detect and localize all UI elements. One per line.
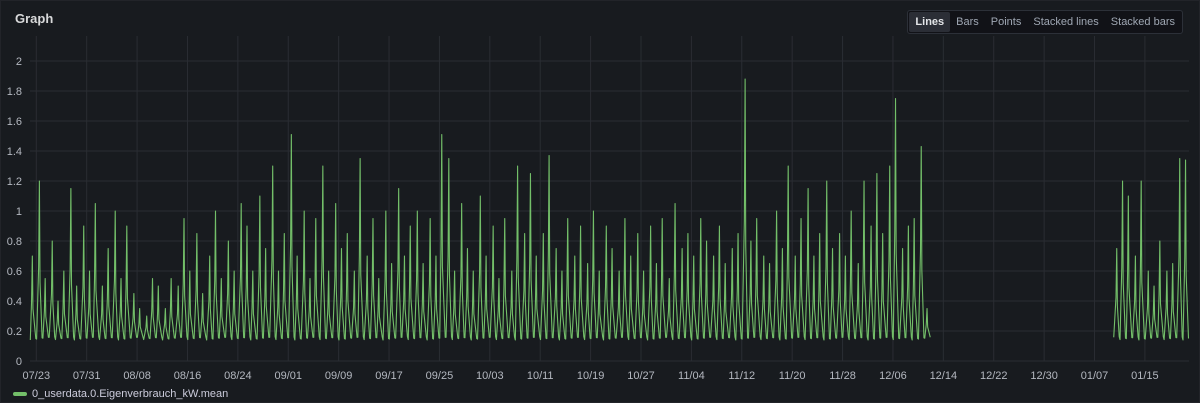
x-tick-label: 09/01 (274, 370, 302, 381)
line-chart: 0 0.2 0.4 0.6 0.8 1 1.2 1.4 1.6 1.8 2 07/23 07/31 08… (7, 36, 1190, 381)
x-tick-label: 01/07 (1081, 370, 1109, 381)
x-tick-label: 12/06 (879, 370, 907, 381)
view-mode-selector: Lines Bars Points Stacked lines Stacked … (907, 10, 1183, 34)
x-tick-label: 10/11 (527, 370, 554, 381)
x-gridlines (35, 36, 1146, 361)
series-line-segment-2 (1113, 157, 1190, 341)
legend-label: 0_userdata.0.Eigenverbrauch_kW.mean (32, 388, 229, 400)
x-tick-label: 12/14 (930, 370, 958, 381)
y-tick-label: 0.8 (7, 236, 22, 248)
view-mode-stacked-lines[interactable]: Stacked lines (1033, 16, 1099, 28)
y-tick-label: 0.4 (7, 296, 22, 308)
view-mode-stacked-bars[interactable]: Stacked bars (1110, 16, 1175, 28)
x-tick-label: 01/15 (1131, 370, 1159, 381)
x-tick-label: 08/08 (123, 370, 151, 381)
y-tick-label: 1.8 (7, 86, 22, 98)
x-tick-label: 09/17 (375, 370, 403, 381)
x-tick-label: 12/22 (980, 370, 1008, 381)
x-tick-label: 07/31 (73, 370, 101, 381)
x-tick-label: 10/27 (627, 370, 655, 381)
x-tick-label: 08/16 (174, 370, 202, 381)
panel-title: Graph (15, 11, 54, 26)
y-tick-label: 0.6 (7, 266, 22, 278)
view-mode-lines[interactable]: Lines (909, 12, 951, 32)
x-tick-label: 10/03 (476, 370, 504, 381)
series-line-segment-1 (29, 78, 931, 341)
y-gridlines (30, 60, 1189, 362)
x-tick-label: 12/30 (1030, 370, 1058, 381)
y-tick-label: 1 (16, 206, 22, 218)
y-tick-label: 1.6 (7, 116, 22, 128)
y-tick-label: 0.2 (7, 326, 22, 338)
y-axis: 0 0.2 0.4 0.6 0.8 1 1.2 1.4 1.6 1.8 2 (7, 56, 22, 368)
x-tick-label: 09/25 (426, 370, 454, 381)
x-tick-label: 07/23 (23, 370, 51, 381)
x-tick-label: 08/24 (224, 370, 252, 381)
x-tick-label: 11/12 (728, 370, 755, 381)
x-tick-label: 11/28 (829, 370, 856, 381)
x-tick-label: 11/04 (678, 370, 705, 381)
x-axis: 07/23 07/31 08/08 08/16 08/24 09/01 09/09 09/17… (23, 370, 1159, 381)
y-tick-label: 1.2 (7, 176, 22, 188)
x-tick-label: 11/20 (779, 370, 806, 381)
series-layer (29, 78, 1190, 341)
y-tick-label: 0 (16, 356, 22, 368)
x-tick-label: 10/19 (577, 370, 605, 381)
y-tick-label: 1.4 (7, 146, 22, 158)
legend-swatch (13, 392, 27, 396)
legend[interactable]: 0_userdata.0.Eigenverbrauch_kW.mean (13, 388, 228, 400)
y-tick-label: 2 (16, 56, 22, 68)
view-mode-bars[interactable]: Bars (956, 16, 979, 28)
view-mode-points[interactable]: Points (990, 16, 1022, 28)
x-tick-label: 09/09 (325, 370, 353, 381)
